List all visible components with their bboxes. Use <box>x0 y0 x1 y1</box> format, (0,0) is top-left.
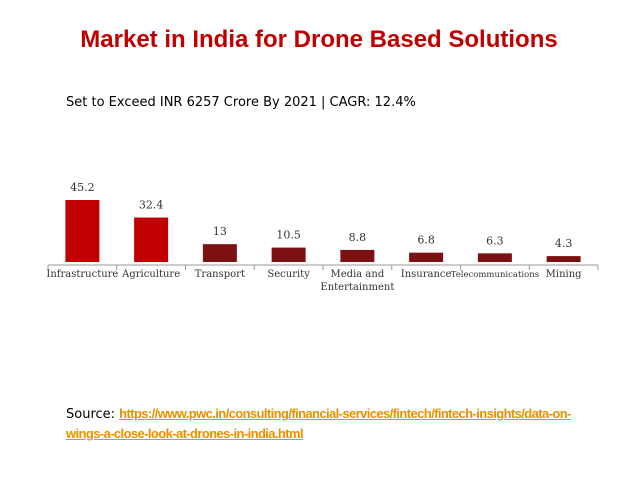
bar-security <box>271 247 306 262</box>
value-label: 6.8 <box>417 234 435 247</box>
chart-title: Market in India for Drone Based Solution… <box>80 26 558 53</box>
value-label: 10.5 <box>276 229 301 242</box>
x-axis-ticks <box>47 265 599 270</box>
category-label: Agriculture <box>121 269 180 280</box>
chart-subtitle: Set to Exceed INR 6257 Crore By 2021 | C… <box>66 95 416 110</box>
bars-group <box>65 200 581 262</box>
category-label: Media and <box>331 269 385 280</box>
category-label: Transport <box>195 269 245 280</box>
category-label: Insurance <box>401 269 452 280</box>
value-label: 32.4 <box>139 199 164 212</box>
bar-telecommunications <box>477 253 512 262</box>
bar-media-and-entertainment <box>340 249 375 262</box>
category-labels-group: Infrastructure Agriculture Transport Securi… <box>46 269 582 293</box>
source-link[interactable]: https://www.pwc.in/consulting/financial-… <box>66 406 571 441</box>
value-label: 13 <box>213 225 227 238</box>
bar-insurance <box>409 252 444 262</box>
value-labels-group: 45.2 32.4 13 10.5 8.8 6.8 6.3 4.3 <box>70 181 572 250</box>
source-note: Source: https://www.pwc.in/consulting/fi… <box>66 404 606 444</box>
value-label: 8.8 <box>349 231 367 244</box>
bar-infrastructure <box>65 200 100 262</box>
bar-mining <box>546 256 581 262</box>
value-label: 6.3 <box>486 234 504 247</box>
category-label: Security <box>267 269 310 280</box>
value-label: 4.3 <box>555 237 573 250</box>
source-label: Source: <box>66 407 116 422</box>
bar-transport <box>202 244 237 262</box>
value-label: 45.2 <box>70 181 95 194</box>
category-label: Infrastructure <box>46 269 118 280</box>
bar-agriculture <box>134 217 169 262</box>
category-label: Mining <box>546 269 583 280</box>
category-label: Telecommunications <box>451 270 539 280</box>
category-label: Entertainment <box>320 282 394 293</box>
